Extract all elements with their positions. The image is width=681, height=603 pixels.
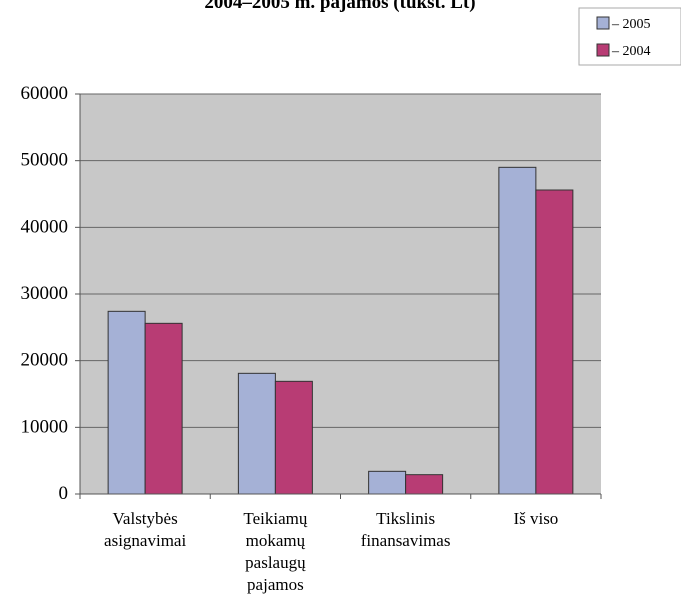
bar-series2 bbox=[535, 189, 574, 495]
bar-series1 bbox=[237, 372, 276, 495]
x-category-label-line: mokamų bbox=[246, 531, 306, 550]
x-category-label-line: pajamos bbox=[247, 575, 304, 594]
bar-series2 bbox=[405, 474, 444, 495]
x-category-label-line: Teikiamų bbox=[243, 509, 307, 528]
bars bbox=[107, 166, 574, 495]
x-category-label-line: Iš viso bbox=[513, 509, 558, 528]
x-category-label-line: finansavimas bbox=[361, 531, 451, 550]
y-axis-ticks: 0 10000 20000 30000 40000 50000 60000 bbox=[21, 83, 80, 504]
bar-series1 bbox=[498, 166, 537, 495]
bar-series1 bbox=[107, 310, 146, 495]
y-tick-label: 60000 bbox=[21, 83, 69, 104]
y-tick-label: 10000 bbox=[21, 416, 69, 437]
legend-box bbox=[578, 7, 681, 66]
x-category-label: Iš viso bbox=[513, 509, 558, 528]
legend: – 2005 – 2004 bbox=[578, 7, 681, 66]
legend-swatch bbox=[596, 43, 610, 57]
legend-label: – 2005 bbox=[611, 17, 651, 32]
y-tick-label: 20000 bbox=[21, 350, 69, 371]
bar-series1 bbox=[368, 470, 407, 495]
y-tick-label: 30000 bbox=[21, 283, 69, 304]
x-category-label: Valstybės asignavimai bbox=[104, 509, 186, 550]
bar-series2 bbox=[144, 322, 183, 495]
y-tick-label: 50000 bbox=[21, 150, 69, 171]
y-tick-label: 0 bbox=[59, 483, 69, 504]
x-category-label-line: Valstybės bbox=[113, 509, 178, 528]
legend-label: – 2004 bbox=[611, 44, 651, 59]
x-category-label-line: asignavimai bbox=[104, 531, 186, 550]
x-category-label: Tikslinis finansavimas bbox=[361, 509, 451, 550]
x-axis-labels: Valstybės asignavimai Teikiamų mokamų paslau… bbox=[79, 494, 602, 594]
x-category-label-line: Tikslinis bbox=[376, 509, 435, 528]
legend-swatch bbox=[596, 16, 610, 30]
chart-title: 2004–2005 m. pajamos (tūkst. Lt) bbox=[204, 0, 475, 13]
y-tick-label: 40000 bbox=[21, 216, 69, 237]
x-category-label-line: paslaugų bbox=[245, 553, 306, 572]
x-category-label: Teikiamų mokamų paslaugų pajamos bbox=[243, 509, 307, 594]
bar-series2 bbox=[274, 380, 313, 495]
